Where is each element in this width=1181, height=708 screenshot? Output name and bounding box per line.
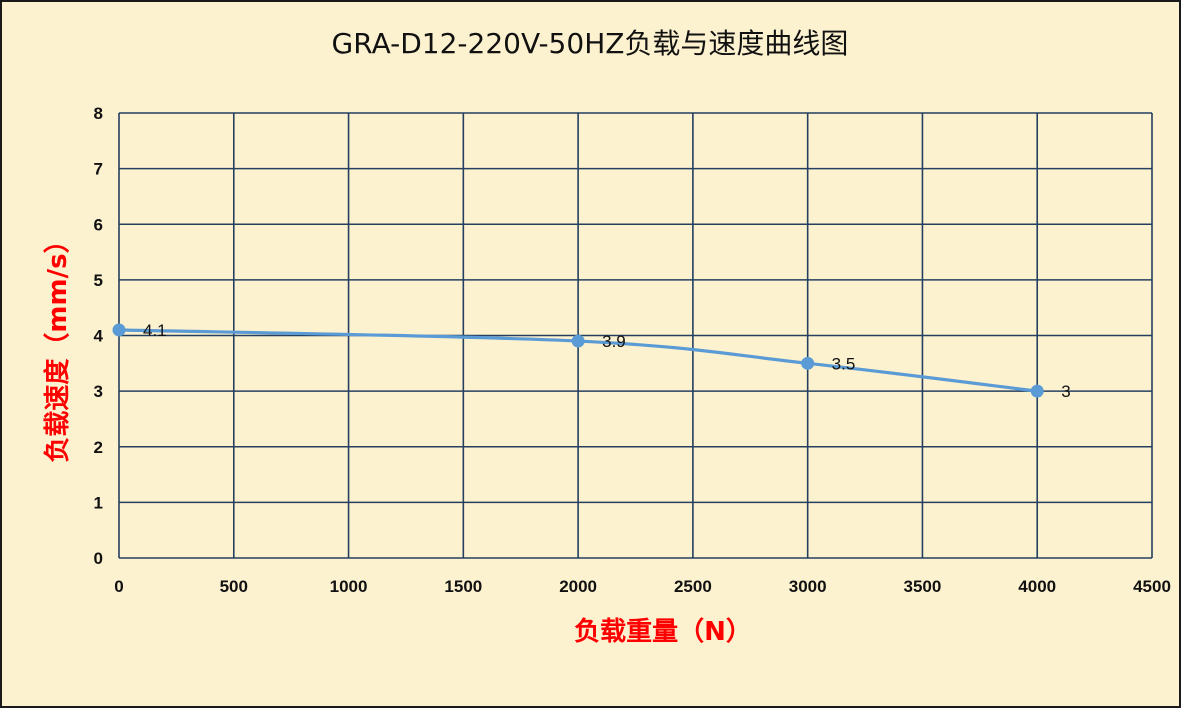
x-axis-title: 负载重量（N） [574,617,752,647]
y-tick-label-1: 1 [94,493,103,512]
y-tick-label-7: 7 [94,160,103,179]
x-tick-label-4500: 4500 [1133,577,1171,596]
chart-title: GRA-D12-220V-50HZ负载与速度曲线图 [332,27,849,60]
data-point-2 [801,356,815,370]
y-tick-label-3: 3 [94,382,103,401]
y-tick-label-5: 5 [94,271,103,290]
x-tick-label-1500: 1500 [444,577,482,596]
y-axis-title: 负载速度（mm/s） [42,227,73,462]
x-tick-label-1000: 1000 [330,577,368,596]
y-tick-label-8: 8 [94,104,103,123]
y-tick-label-0: 0 [94,549,103,568]
x-tick-label-3000: 3000 [789,577,827,596]
y-tick-label-6: 6 [94,215,103,234]
data-point-0 [112,323,126,337]
series-layer [112,323,1044,398]
data-labels: 4.1 3.9 3.5 3 [143,321,1071,401]
data-point-1 [571,334,585,348]
data-label-2: 3.5 [832,354,856,373]
x-tick-label-0: 0 [114,577,123,596]
grid-layer [118,112,1153,559]
x-tick-label-2000: 2000 [559,577,597,596]
x-tick-label-500: 500 [220,577,248,596]
data-label-3: 3 [1061,382,1070,401]
x-tick-label-4000: 4000 [1018,577,1056,596]
x-tick-label-3500: 3500 [904,577,942,596]
tick-labels: 0 1 2 3 4 5 6 7 8 0 500 1000 1500 2000 2500 3000 3500 400… [94,104,1171,596]
x-tick-label-2500: 2500 [674,577,712,596]
data-point-3 [1030,384,1044,398]
y-tick-label-2: 2 [94,438,103,457]
data-label-1: 3.9 [602,332,626,351]
data-label-0: 4.1 [143,321,167,340]
y-tick-label-4: 4 [94,327,104,346]
series-line-0 [117,328,1039,393]
